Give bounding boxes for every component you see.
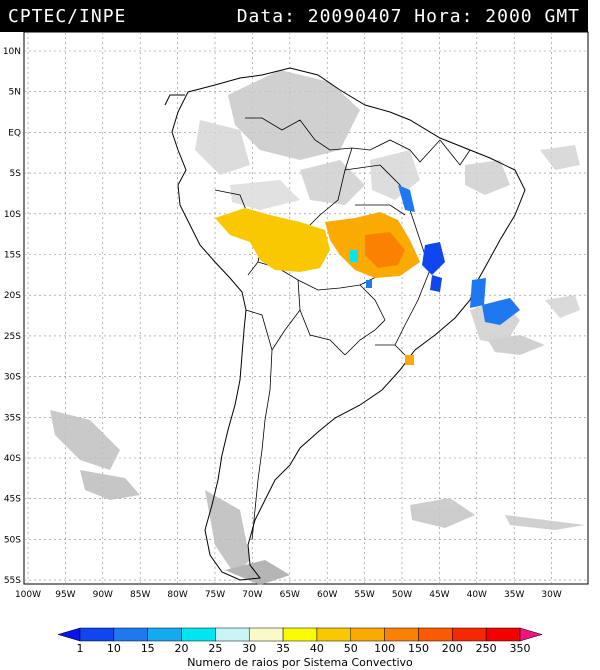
lat-tick-label: 15S: [4, 251, 21, 261]
legend-value-label: 10: [107, 642, 121, 655]
legend-value-label: 250: [476, 642, 497, 655]
lon-tick-label: 60W: [317, 590, 337, 600]
legend-value-label: 1: [77, 642, 84, 655]
lon-tick-label: 90W: [93, 590, 113, 600]
legend-swatch: [418, 627, 453, 642]
legend-value-label: 350: [510, 642, 531, 655]
legend-swatch: [248, 627, 284, 642]
lat-tick-label: 30S: [4, 373, 21, 383]
lon-tick-label: 55W: [354, 590, 374, 600]
legend-value-label: 20: [175, 642, 189, 655]
latitude-labels: 10N 5N EQ 5S 10S 15S 20S 25S 30S 35S 40S 45S 50S 55S: [3, 47, 21, 586]
lon-tick-label: 100W: [15, 590, 41, 600]
legend-swatch: [519, 627, 543, 642]
datetime-label: Data: 20090407 Hora: 2000 GMT: [236, 5, 580, 27]
coastline: [164, 67, 526, 581]
lon-tick-label: 30W: [541, 590, 561, 600]
lat-tick-label: 50S: [4, 535, 21, 545]
lat-tick-label: 20S: [4, 291, 21, 301]
lon-tick-label: 80W: [167, 590, 187, 600]
cloud-cover: [50, 70, 585, 585]
lon-tick-label: 40W: [467, 590, 487, 600]
lon-tick-label: 45W: [429, 590, 449, 600]
lat-tick-label: 5S: [10, 169, 22, 179]
legend-value-label: 100: [374, 642, 395, 655]
legend-value-label: 40: [310, 642, 324, 655]
lon-tick-label: 95W: [55, 590, 75, 600]
lat-tick-label: 25S: [4, 332, 21, 342]
legend-swatch: [452, 627, 487, 642]
lat-tick-label: 35S: [4, 413, 21, 423]
legend-swatch: [181, 627, 216, 642]
legend-swatch: [147, 627, 182, 642]
legend-swatch: [384, 627, 419, 642]
legend-swatch: [215, 627, 250, 642]
lat-tick-label: 10N: [3, 47, 21, 57]
legend-value-label: 25: [208, 642, 222, 655]
legend-swatch: [282, 627, 318, 642]
map-header: CPTEC/INPE Data: 20090407 Hora: 2000 GMT: [0, 0, 588, 32]
legend-swatch: [316, 627, 352, 642]
lon-tick-label: 75W: [205, 590, 225, 600]
convective-systems: [215, 185, 520, 365]
lat-tick-label: 40S: [4, 454, 21, 464]
legend-values: 1 10 15 20 25 30 35 40 50 100 150 200 250 350: [77, 642, 531, 655]
lon-tick-label: 70W: [242, 590, 262, 600]
lat-tick-label: 10S: [4, 210, 21, 220]
lat-tick-label: 45S: [4, 495, 21, 505]
legend-swatch: [113, 627, 148, 642]
legend-value-label: 150: [408, 642, 429, 655]
legend-value-label: 30: [242, 642, 256, 655]
legend-value-label: 35: [276, 642, 290, 655]
lat-tick-label: 5N: [9, 88, 21, 98]
longitude-labels: 100W 95W 90W 85W 80W 75W 70W 65W 60W 55W 50W 45W 40W…: [15, 590, 562, 600]
lon-tick-label: 65W: [280, 590, 300, 600]
legend-colorbar: [57, 627, 543, 642]
legend-swatch: [79, 627, 115, 642]
source-label: CPTEC/INPE: [8, 5, 127, 27]
lon-tick-label: 50W: [392, 590, 412, 600]
lat-tick-label: EQ: [8, 128, 21, 138]
legend-value-label: 15: [141, 642, 155, 655]
legend-swatch: [350, 627, 385, 642]
legend-value-label: 50: [344, 642, 358, 655]
lon-tick-label: 85W: [130, 590, 150, 600]
legend-swatch: [485, 627, 521, 642]
legend-caption: Numero de raios por Sistema Convectivo: [187, 656, 413, 669]
lon-tick-label: 35W: [504, 590, 524, 600]
legend-swatch: [57, 627, 81, 642]
legend-value-label: 200: [442, 642, 463, 655]
lat-tick-label: 55S: [4, 576, 21, 586]
